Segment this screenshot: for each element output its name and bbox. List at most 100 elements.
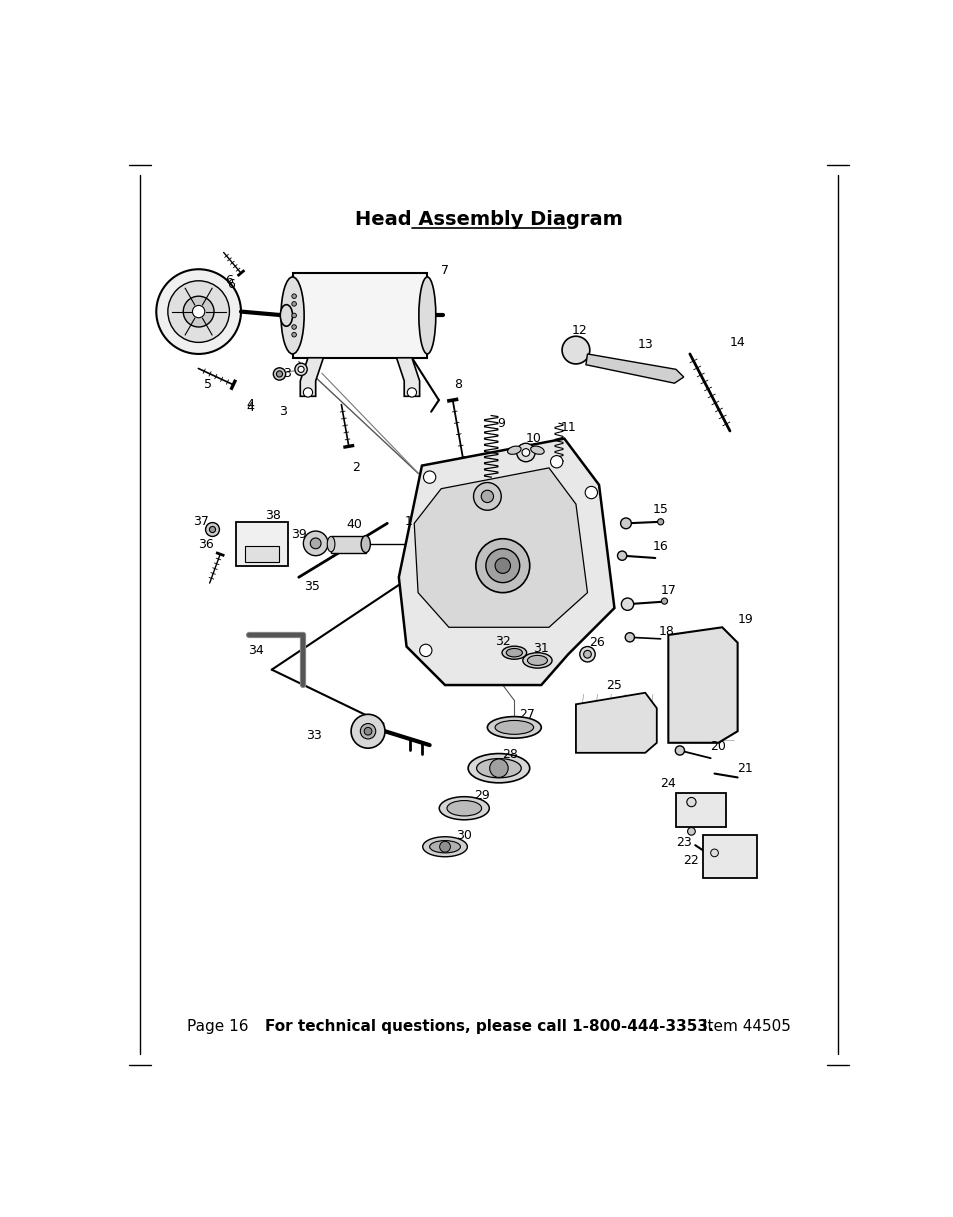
Circle shape — [517, 443, 535, 461]
Circle shape — [624, 633, 634, 641]
Text: 34: 34 — [248, 644, 264, 657]
Text: 16: 16 — [652, 540, 668, 553]
Text: 29: 29 — [474, 789, 489, 802]
Text: 15: 15 — [652, 503, 668, 516]
Circle shape — [419, 644, 432, 656]
Circle shape — [620, 598, 633, 611]
Text: 39: 39 — [291, 528, 306, 540]
Ellipse shape — [429, 841, 460, 853]
Ellipse shape — [281, 277, 304, 354]
Text: Head Assembly Diagram: Head Assembly Diagram — [355, 209, 622, 229]
Circle shape — [521, 449, 529, 456]
Text: 4: 4 — [246, 402, 253, 414]
Bar — [293, 273, 427, 358]
Text: 35: 35 — [304, 581, 319, 593]
Ellipse shape — [418, 277, 436, 354]
Circle shape — [292, 313, 296, 318]
Bar — [331, 535, 365, 553]
Text: 25: 25 — [606, 679, 621, 691]
Polygon shape — [668, 627, 737, 742]
Text: 6: 6 — [227, 279, 234, 291]
Circle shape — [168, 281, 229, 342]
Text: 27: 27 — [519, 708, 535, 720]
Circle shape — [657, 518, 663, 525]
Text: 28: 28 — [502, 747, 517, 761]
Text: 32: 32 — [495, 634, 510, 647]
Text: 17: 17 — [659, 584, 676, 596]
Circle shape — [193, 305, 205, 318]
Bar — [245, 546, 279, 562]
Circle shape — [675, 746, 684, 755]
Text: 7: 7 — [440, 264, 449, 277]
Ellipse shape — [468, 753, 529, 783]
Ellipse shape — [506, 649, 522, 657]
Circle shape — [364, 728, 372, 735]
Polygon shape — [300, 358, 323, 397]
Circle shape — [292, 325, 296, 330]
Text: 33: 33 — [306, 729, 322, 741]
Ellipse shape — [487, 717, 540, 739]
Circle shape — [210, 527, 215, 533]
Circle shape — [687, 828, 695, 835]
Ellipse shape — [327, 537, 335, 551]
Circle shape — [495, 557, 510, 573]
Circle shape — [360, 724, 375, 739]
Text: 3: 3 — [279, 405, 287, 419]
Bar — [676, 792, 725, 828]
Circle shape — [439, 841, 450, 852]
Text: 3: 3 — [283, 366, 291, 380]
Circle shape — [183, 296, 213, 327]
Text: 4: 4 — [246, 398, 253, 411]
Circle shape — [620, 518, 631, 528]
Polygon shape — [396, 358, 419, 397]
Circle shape — [561, 336, 589, 364]
Text: 38: 38 — [264, 509, 280, 522]
Bar — [702, 835, 756, 877]
Ellipse shape — [530, 447, 543, 454]
Text: 31: 31 — [533, 641, 549, 655]
Text: 18: 18 — [659, 624, 674, 638]
Circle shape — [489, 759, 508, 778]
Ellipse shape — [361, 535, 370, 553]
Text: 22: 22 — [683, 854, 699, 867]
Text: 1: 1 — [404, 515, 413, 527]
Polygon shape — [414, 467, 587, 627]
Text: 10: 10 — [525, 432, 541, 445]
Text: Page 16: Page 16 — [187, 1019, 249, 1033]
Circle shape — [423, 471, 436, 483]
Circle shape — [276, 371, 282, 377]
Circle shape — [584, 487, 597, 499]
Circle shape — [686, 797, 696, 807]
Text: 40: 40 — [346, 518, 362, 532]
Circle shape — [205, 522, 219, 537]
Polygon shape — [398, 438, 614, 685]
Text: 30: 30 — [456, 829, 472, 842]
Text: For technical questions, please call 1-800-444-3353.: For technical questions, please call 1-8… — [264, 1019, 713, 1033]
Circle shape — [292, 293, 296, 298]
Circle shape — [473, 482, 500, 510]
Text: 26: 26 — [588, 636, 604, 649]
Circle shape — [310, 538, 321, 549]
Circle shape — [294, 363, 307, 376]
Circle shape — [550, 455, 562, 467]
Text: 21: 21 — [737, 762, 753, 775]
Text: 13: 13 — [637, 338, 653, 352]
Ellipse shape — [476, 758, 520, 778]
Text: 2: 2 — [353, 461, 360, 475]
Ellipse shape — [447, 801, 481, 815]
Polygon shape — [576, 692, 656, 753]
Circle shape — [351, 714, 385, 748]
Circle shape — [274, 368, 285, 380]
Circle shape — [303, 531, 328, 556]
Text: 20: 20 — [710, 740, 725, 753]
Bar — [235, 522, 288, 566]
Text: 24: 24 — [659, 778, 676, 790]
Circle shape — [617, 551, 626, 560]
Circle shape — [292, 302, 296, 307]
Text: 6: 6 — [225, 274, 233, 287]
Ellipse shape — [501, 646, 526, 660]
Text: 5: 5 — [204, 378, 212, 391]
Text: 8: 8 — [454, 378, 461, 391]
Ellipse shape — [422, 837, 467, 857]
Circle shape — [480, 490, 493, 503]
